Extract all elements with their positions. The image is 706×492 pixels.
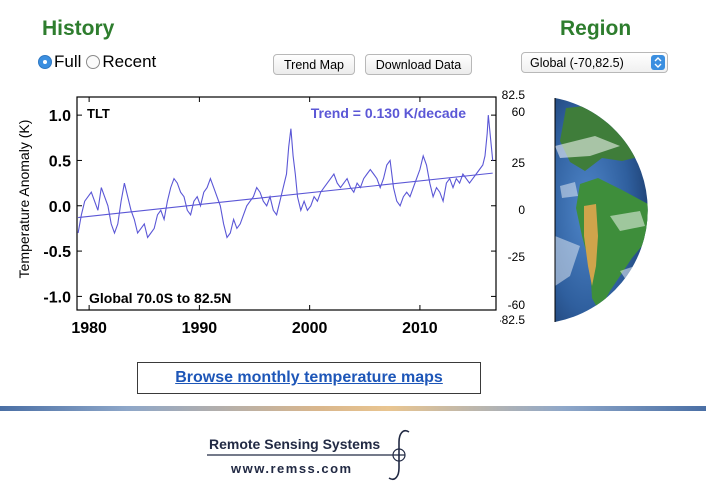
y-tick-label: -0.5: [43, 244, 71, 261]
lat-label: -82.5: [500, 313, 525, 326]
y-tick-label: -1.0: [43, 289, 71, 306]
x-tick-label: 1980: [71, 320, 107, 337]
download-data-button[interactable]: Download Data: [365, 54, 472, 75]
lat-label: -60: [508, 298, 526, 312]
browse-maps-link[interactable]: Browse monthly temperature maps: [137, 362, 481, 394]
y-tick-label: 0.5: [49, 153, 71, 170]
y-tick-label: 0.0: [49, 199, 71, 216]
recent-radio-label[interactable]: Recent: [102, 52, 157, 71]
y-axis-label: Temperature Anomaly (K): [16, 120, 32, 279]
lat-label: 0: [518, 203, 525, 217]
region-select[interactable]: Global (-70,82.5): [521, 52, 668, 73]
divider-band: [0, 406, 706, 411]
anomaly-series-line: [77, 115, 494, 239]
logo-name: Remote Sensing Systems: [209, 436, 381, 452]
logo-url: www.remss.com: [231, 461, 353, 476]
region-label: Global 70.0S to 82.5N: [89, 290, 231, 306]
region-map: 82.5 60 25 0 -25 -60 -82.5: [498, 86, 675, 331]
x-tick-label: 1990: [182, 320, 218, 337]
lat-label: -25: [508, 250, 526, 264]
trend-map-button[interactable]: Trend Map: [273, 54, 355, 75]
corner-label: TLT: [87, 106, 110, 121]
x-tick-label: 2000: [292, 320, 328, 337]
recent-radio[interactable]: [86, 55, 101, 69]
region-heading: Region: [560, 17, 632, 40]
lat-label: 60: [512, 105, 526, 119]
lat-label: 82.5: [502, 88, 526, 102]
x-tick-label: 2010: [402, 320, 438, 337]
full-radio-label[interactable]: Full: [54, 52, 82, 71]
history-options: Full Recent: [38, 52, 156, 72]
region-select-value: Global (-70,82.5): [530, 55, 624, 70]
integral-icon: [207, 429, 410, 481]
trend-line: [78, 172, 493, 219]
full-radio[interactable]: [38, 55, 52, 69]
lat-label: 25: [512, 156, 526, 170]
plot-frame: [76, 96, 497, 311]
rss-logo[interactable]: Remote Sensing Systems www.remss.com: [205, 428, 415, 483]
trend-label: Trend = 0.130 K/decade: [311, 105, 466, 121]
temperature-chart: Temperature Anomaly (K) 1.0 0.5 0.0 -0.5 -1.…: [16, 96, 497, 337]
chevron-updown-icon: [651, 55, 665, 70]
history-heading: History: [42, 17, 115, 40]
y-tick-label: 1.0: [49, 108, 71, 125]
globe-image: [554, 98, 648, 322]
